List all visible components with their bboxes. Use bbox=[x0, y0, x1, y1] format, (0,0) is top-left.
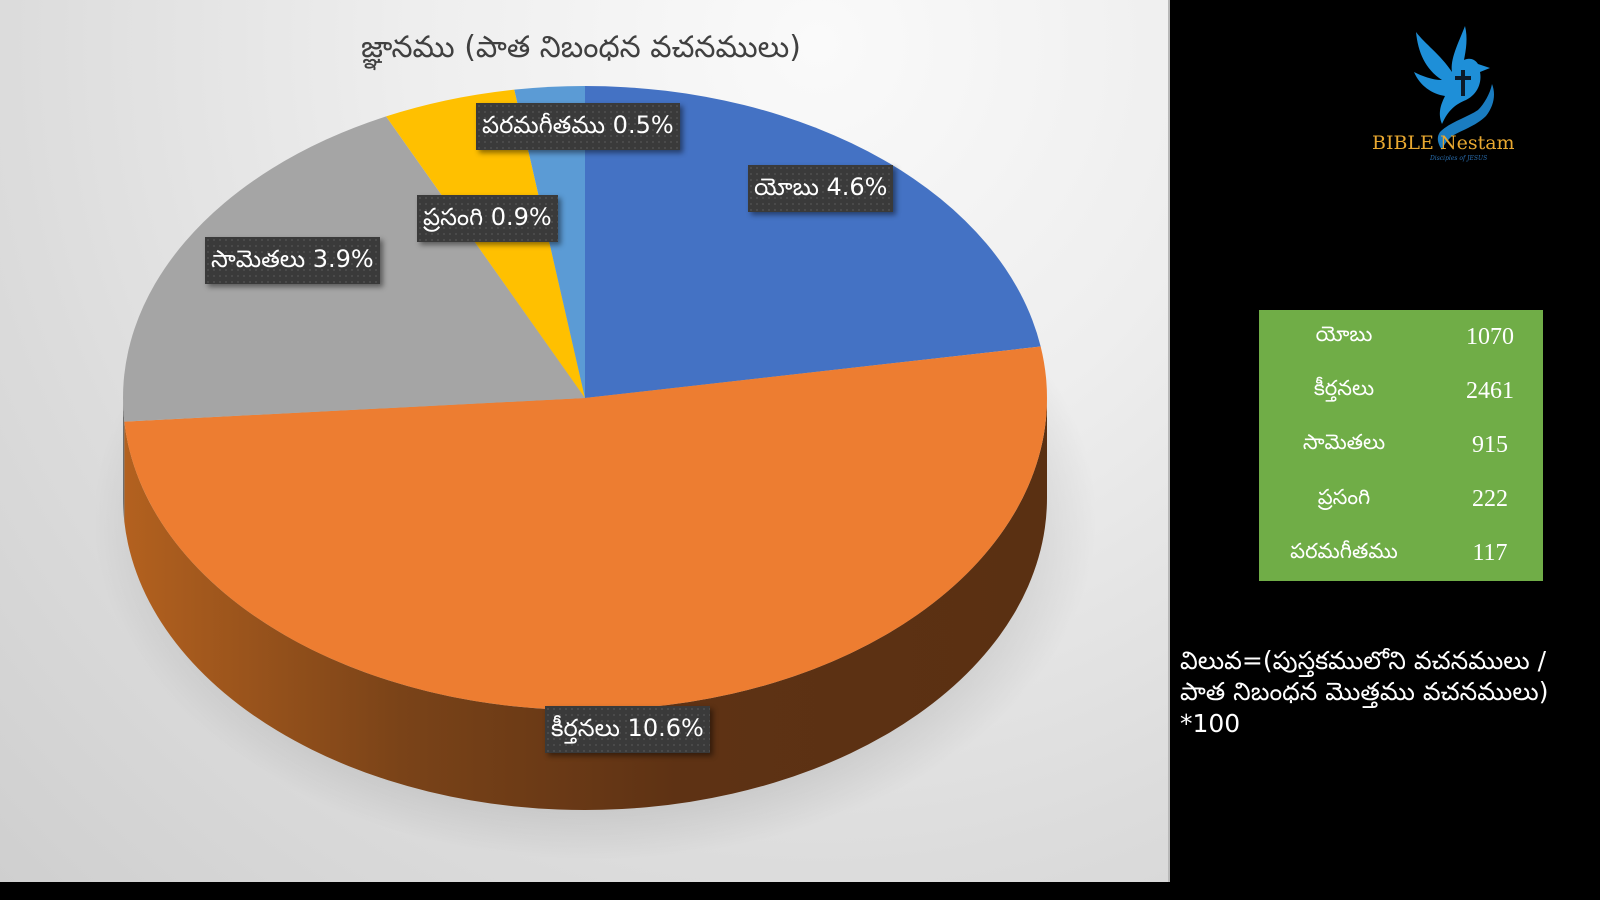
data-label-song-of-songs: పరమగీతము 0.5% bbox=[476, 103, 680, 150]
pie-slice-1 bbox=[124, 346, 1047, 710]
table-row: సామెతలు 915 bbox=[1259, 418, 1543, 472]
pie-slice-3 bbox=[386, 89, 585, 398]
data-label-ecclesiastes: ప్రసంగి 0.9% bbox=[417, 195, 558, 242]
verse-count-table: యోబు 1070 కీర్తనలు 2461 సామెతలు 915 ప్రస… bbox=[1259, 310, 1543, 581]
data-label-job: యోబు 4.6% bbox=[748, 165, 894, 212]
data-label-proverbs: సామెతలు 3.9% bbox=[205, 237, 380, 284]
chart-title: జ్ఞానము (పాత నిబంధన వచనములు) bbox=[0, 30, 1168, 72]
formula-line-3: *100 bbox=[1180, 708, 1241, 738]
verse-count: 1070 bbox=[1466, 323, 1514, 350]
book-name: సామెతలు bbox=[1302, 430, 1386, 455]
verse-count: 117 bbox=[1472, 540, 1508, 567]
logo-title: BIBLE Nestam bbox=[1372, 132, 1515, 154]
book-name: కీర్తనలు bbox=[1313, 376, 1375, 401]
book-name: పరమగీతము bbox=[1290, 538, 1398, 563]
verse-count: 915 bbox=[1472, 431, 1508, 458]
pie-slice-4 bbox=[514, 86, 585, 398]
logo-subtitle: Disciples of JESUS bbox=[1430, 155, 1488, 162]
table-row: కీర్తనలు 2461 bbox=[1259, 364, 1543, 418]
chart-title-text: జ్ఞానము (పాత నిబంధన వచనములు) bbox=[361, 30, 801, 65]
formula-line-1: విలువ=(పుస్తకములోని వచనములు / bbox=[1180, 646, 1547, 675]
book-name: యోబు bbox=[1315, 322, 1373, 347]
table-row: యోబు 1070 bbox=[1259, 310, 1543, 364]
pie-chart bbox=[93, 86, 1097, 860]
formula-line-2: పాత నిబంధన మొత్తము వచనములు) bbox=[1180, 677, 1549, 707]
table-row: పరమగీతము 117 bbox=[1259, 527, 1543, 581]
chart-panel: జ్ఞానము (పాత నిబంధన వచనములు) యోబు 4.6% క… bbox=[0, 0, 1170, 882]
formula-note: విలువ=(పుస్తకములోని వచనములు / పాత నిబంధన… bbox=[1180, 645, 1565, 739]
dove-cross-logo-icon bbox=[1414, 26, 1494, 150]
pie-side-2 bbox=[123, 398, 125, 522]
verse-count: 222 bbox=[1472, 486, 1508, 513]
book-name: ప్రసంగి bbox=[1317, 484, 1371, 509]
verse-count: 2461 bbox=[1466, 377, 1514, 404]
table-row: ప్రసంగి 222 bbox=[1259, 473, 1543, 527]
pie-side-1 bbox=[124, 398, 1048, 811]
data-label-psalms: కీర్తనలు 10.6% bbox=[545, 706, 710, 753]
pie-slice-0 bbox=[585, 86, 1041, 398]
